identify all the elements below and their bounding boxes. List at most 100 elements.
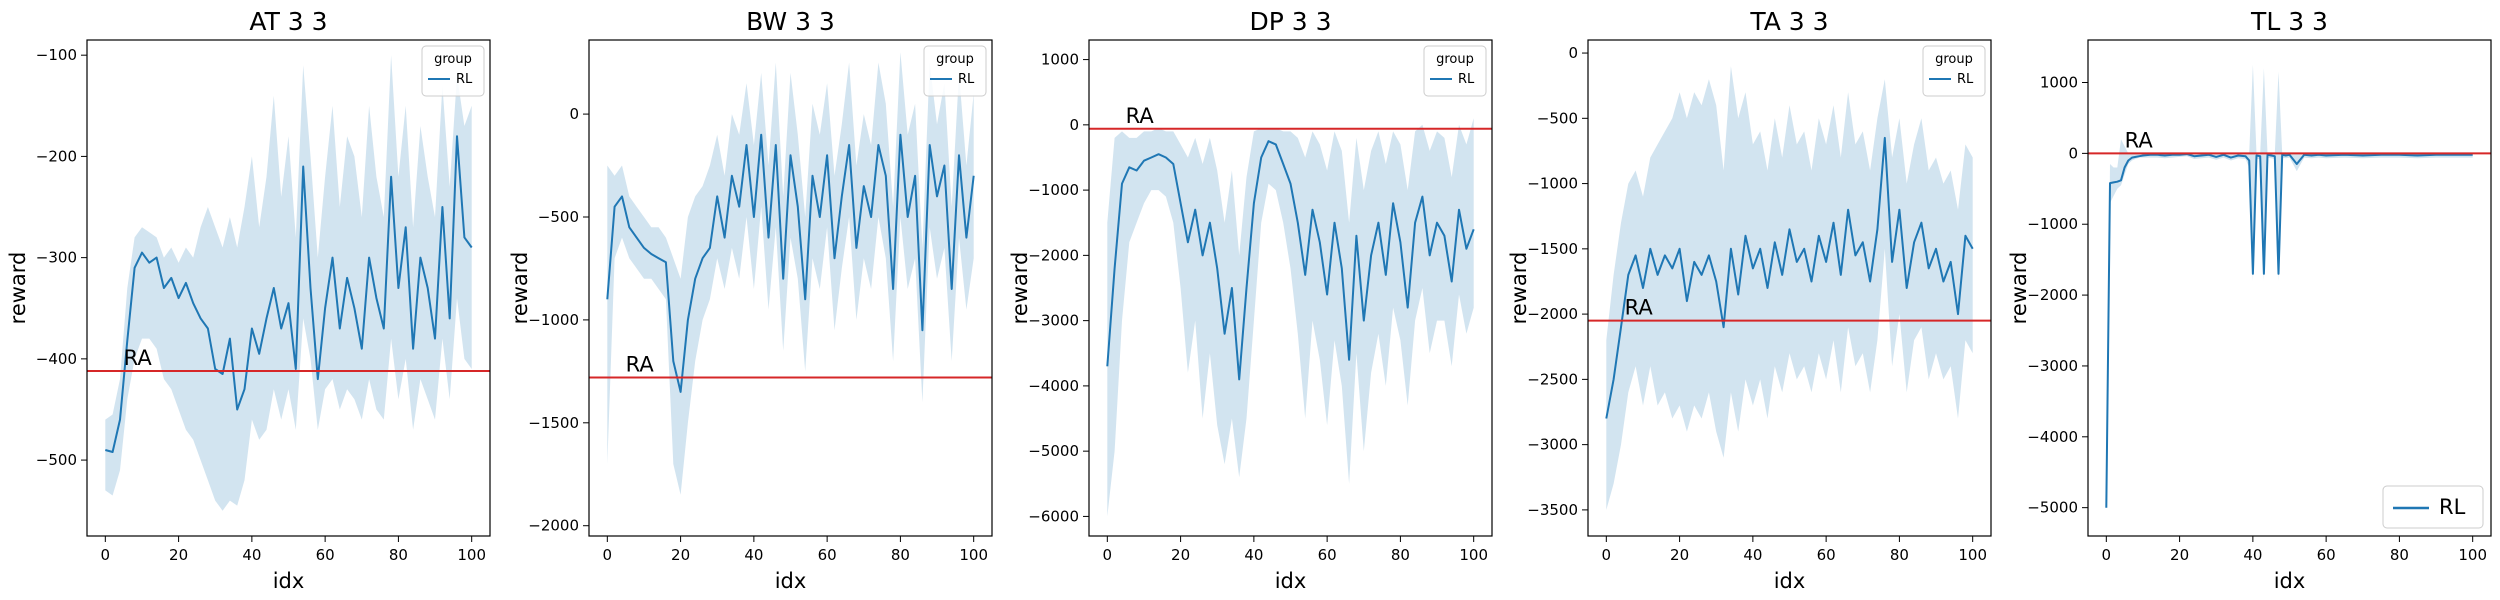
x-tick-label: 60 <box>1318 546 1337 564</box>
x-tick-label: 40 <box>744 546 763 564</box>
legend-box <box>1922 45 1986 97</box>
x-tick-label: 40 <box>1244 546 1263 564</box>
y-tick-label: −4000 <box>1028 377 1079 395</box>
x-axis-label: idx <box>1275 569 1307 593</box>
axes-frame <box>588 39 993 537</box>
reference-line-label: RA <box>124 346 153 370</box>
y-tick-label: 0 <box>1069 116 1079 134</box>
y-tick-label: −500 <box>538 208 579 226</box>
y-tick-label: −3000 <box>1527 436 1578 454</box>
y-tick-label: −2500 <box>1527 370 1578 388</box>
confidence-band <box>1606 66 1973 510</box>
x-tick-label: 60 <box>1817 546 1836 564</box>
x-axis-label: idx <box>273 569 305 593</box>
legend-entry: RL <box>958 72 975 87</box>
y-tick-label: −6000 <box>1028 507 1079 525</box>
series-line <box>1605 136 1974 419</box>
x-tick-label: 0 <box>603 546 613 564</box>
y-tick-label: −3500 <box>1527 501 1578 519</box>
chart-title: BW 3 3 <box>746 7 835 36</box>
legend-entry: RL <box>456 72 473 87</box>
reference-line-label: RA <box>1126 104 1155 128</box>
y-tick-label: 1000 <box>1041 51 1079 69</box>
series-line <box>606 133 975 393</box>
x-tick-label: 40 <box>1743 546 1762 564</box>
x-tick-label: 0 <box>1103 546 1113 564</box>
x-tick-label: 100 <box>457 546 486 564</box>
x-tick-label: 80 <box>1391 546 1410 564</box>
y-tick-label: −500 <box>1537 109 1578 127</box>
y-axis-label: reward <box>1008 252 1032 325</box>
y-tick-label: −200 <box>36 147 77 165</box>
y-tick-label: −2000 <box>2027 286 2078 304</box>
x-tick-label: 0 <box>2102 546 2112 564</box>
legend-title: group <box>1935 52 1973 67</box>
legend: group RL <box>1423 45 1487 97</box>
y-axis-label: reward <box>508 252 532 325</box>
plot-area <box>105 55 473 511</box>
confidence-band <box>2106 64 2473 508</box>
plot-area <box>1106 118 1475 517</box>
reference-line-label: RA <box>2125 128 2154 152</box>
y-tick-label: −2000 <box>1028 246 1079 264</box>
x-tick-label: 20 <box>1171 546 1190 564</box>
x-tick-label: 0 <box>101 546 111 564</box>
axes-frame <box>2087 39 2492 537</box>
x-tick-label: 20 <box>671 546 690 564</box>
x-tick-label: 100 <box>1459 546 1488 564</box>
legend-title: group <box>1436 52 1474 67</box>
x-tick-label: 80 <box>891 546 910 564</box>
y-tick-label: 0 <box>569 105 579 123</box>
legend-title: group <box>936 52 974 67</box>
chart-title: TL 3 3 <box>2250 7 2328 36</box>
chart-panel-2: RA 0 20 40 60 80 100 −6000 −5000 −4000 −3000 −2000 −… <box>1008 7 1493 593</box>
y-tick-label: −1000 <box>2027 215 2078 233</box>
x-tick-label: 60 <box>316 546 335 564</box>
x-tick-label: 20 <box>2170 546 2189 564</box>
x-tick-label: 100 <box>1958 546 1987 564</box>
y-tick-label: 1000 <box>2040 74 2078 92</box>
reference-line-label: RA <box>1625 296 1654 320</box>
y-tick-label: −5000 <box>2027 499 2078 517</box>
legend-entry: RL <box>1957 72 1974 87</box>
x-tick-label: 100 <box>959 546 988 564</box>
x-tick-label: 100 <box>2458 546 2487 564</box>
x-tick-label: 80 <box>2390 546 2409 564</box>
chart-title: AT 3 3 <box>249 7 327 36</box>
y-tick-label: −2000 <box>528 517 579 535</box>
legend-title: group <box>434 52 472 67</box>
legend-box <box>2382 485 2484 529</box>
chart-title: TA 3 3 <box>1749 7 1828 36</box>
y-tick-label: −2000 <box>1527 305 1578 323</box>
x-tick-label: 40 <box>2243 546 2262 564</box>
chart-panel-4: RA 0 20 40 60 80 100 −5000 −4000 −3000 −2000 −1000 0… <box>2007 7 2492 593</box>
plot-area <box>1605 66 1974 510</box>
x-tick-label: 80 <box>389 546 408 564</box>
x-tick-label: 40 <box>242 546 261 564</box>
y-tick-label: 0 <box>1568 44 1578 62</box>
y-tick-label: −3000 <box>1028 312 1079 330</box>
legend-entry: RL <box>2439 495 2466 519</box>
series-line <box>1106 140 1475 381</box>
legend-box <box>923 45 987 97</box>
y-axis-label: reward <box>2007 252 2031 325</box>
chart-title: DP 3 3 <box>1249 7 1331 36</box>
series-line <box>2105 153 2473 508</box>
confidence-band <box>1107 118 1474 517</box>
y-tick-label: −300 <box>36 249 77 267</box>
x-axis-label: idx <box>775 569 807 593</box>
x-axis-label: idx <box>2274 569 2306 593</box>
x-tick-label: 20 <box>169 546 188 564</box>
y-tick-label: −5000 <box>1028 442 1079 460</box>
legend-box <box>421 45 485 97</box>
y-tick-label: −1500 <box>1527 240 1578 258</box>
x-tick-label: 20 <box>1670 546 1689 564</box>
legend-entry: RL <box>1458 72 1475 87</box>
y-tick-label: −1000 <box>528 311 579 329</box>
y-axis-label: reward <box>6 252 30 325</box>
x-tick-label: 80 <box>1890 546 1909 564</box>
x-tick-label: 0 <box>1602 546 1612 564</box>
legend-box <box>1423 45 1487 97</box>
y-tick-label: −500 <box>36 451 77 469</box>
